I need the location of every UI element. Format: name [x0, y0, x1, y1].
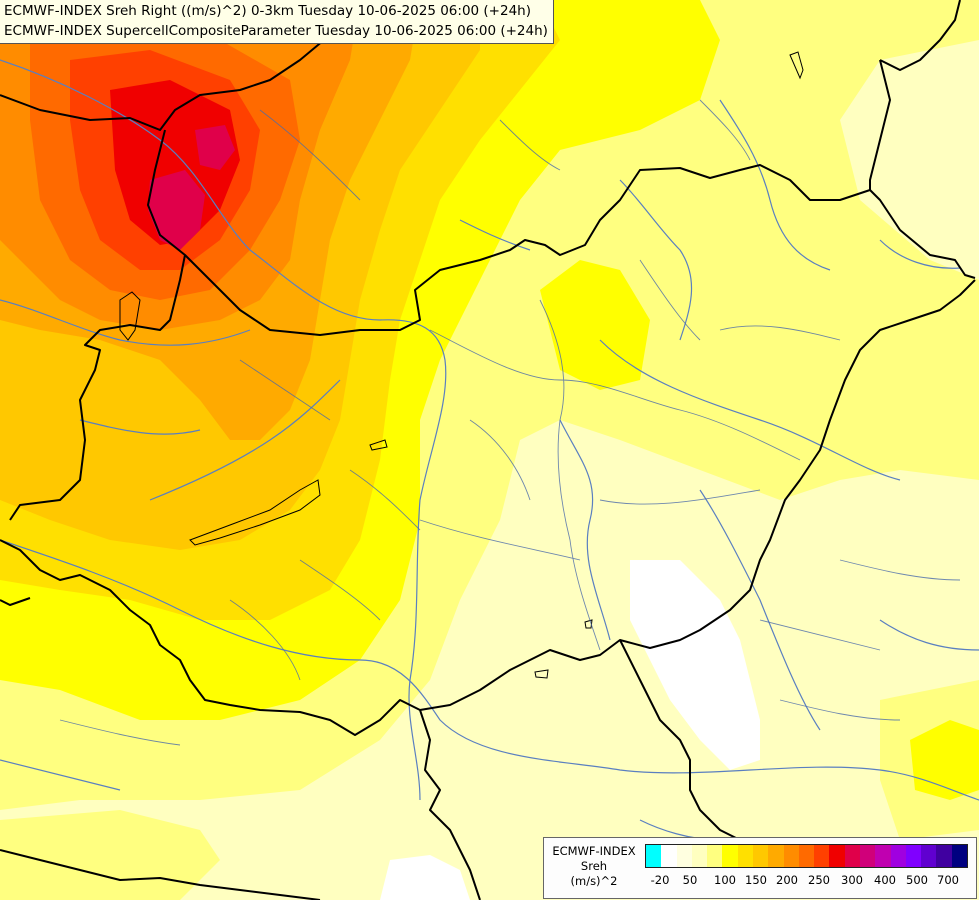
legend-swatch — [691, 845, 708, 867]
legend-swatch — [890, 845, 906, 867]
legend-swatch — [707, 845, 723, 867]
legend-swatch — [936, 845, 952, 867]
legend-swatch — [798, 845, 815, 867]
legend-swatch — [829, 845, 845, 867]
region-boundaries — [59, 99, 961, 746]
map-title-line1: ECMWF-INDEX Sreh Right ((m/s)^2) 0-3km T… — [4, 3, 531, 19]
map-title-line2: ECMWF-INDEX SupercellCompositeParameter … — [4, 23, 548, 39]
sreh-field-low — [380, 560, 760, 900]
legend-swatch — [844, 845, 860, 867]
legend-swatch — [722, 845, 738, 867]
legend-title-line: Sreh — [580, 859, 608, 873]
legend-swatch — [768, 845, 784, 867]
legend-swatch — [737, 845, 753, 867]
legend-tick-label: 700 — [937, 873, 959, 887]
legend-swatch — [905, 845, 922, 867]
legend-tick-label: 150 — [745, 873, 767, 887]
legend-swatch — [676, 845, 692, 867]
legend-tick-label: 500 — [906, 873, 928, 887]
legend-swatch — [752, 845, 769, 867]
legend-tick-label: -20 — [650, 873, 670, 887]
legend-swatch — [646, 845, 662, 867]
sreh-field-core — [148, 125, 235, 250]
sreh-field-700 — [110, 80, 240, 245]
legend-swatch — [859, 845, 876, 867]
legend-tick-label: 100 — [714, 873, 736, 887]
legend-title-line: (m/s)^2 — [570, 874, 618, 888]
legend-tick-label: 200 — [776, 873, 798, 887]
legend-tick-label: 50 — [682, 873, 698, 887]
color-legend: ECMWF-INDEX Sreh (m/s)^2 -20 50 100 150 200 2… — [543, 837, 977, 899]
legend-tick-labels: -20 50 100 150 200 250 300 400 500 700 — [645, 873, 968, 889]
legend-tick-label: 250 — [808, 873, 830, 887]
lakes — [119, 51, 804, 679]
legend-swatch — [814, 845, 830, 867]
legend-swatch — [783, 845, 799, 867]
legend-color-bar — [645, 844, 968, 868]
legend-swatch — [951, 845, 967, 867]
legend-swatch — [661, 845, 677, 867]
legend-swatch — [875, 845, 891, 867]
legend-title: ECMWF-INDEX Sreh (m/s)^2 — [544, 844, 644, 889]
legend-tick-label: 400 — [874, 873, 896, 887]
legend-tick-label: 300 — [841, 873, 863, 887]
legend-title-line: ECMWF-INDEX — [552, 844, 636, 858]
rivers — [0, 59, 979, 841]
map-title-box: ECMWF-INDEX Sreh Right ((m/s)^2) 0-3km T… — [0, 0, 554, 44]
legend-swatch — [921, 845, 937, 867]
